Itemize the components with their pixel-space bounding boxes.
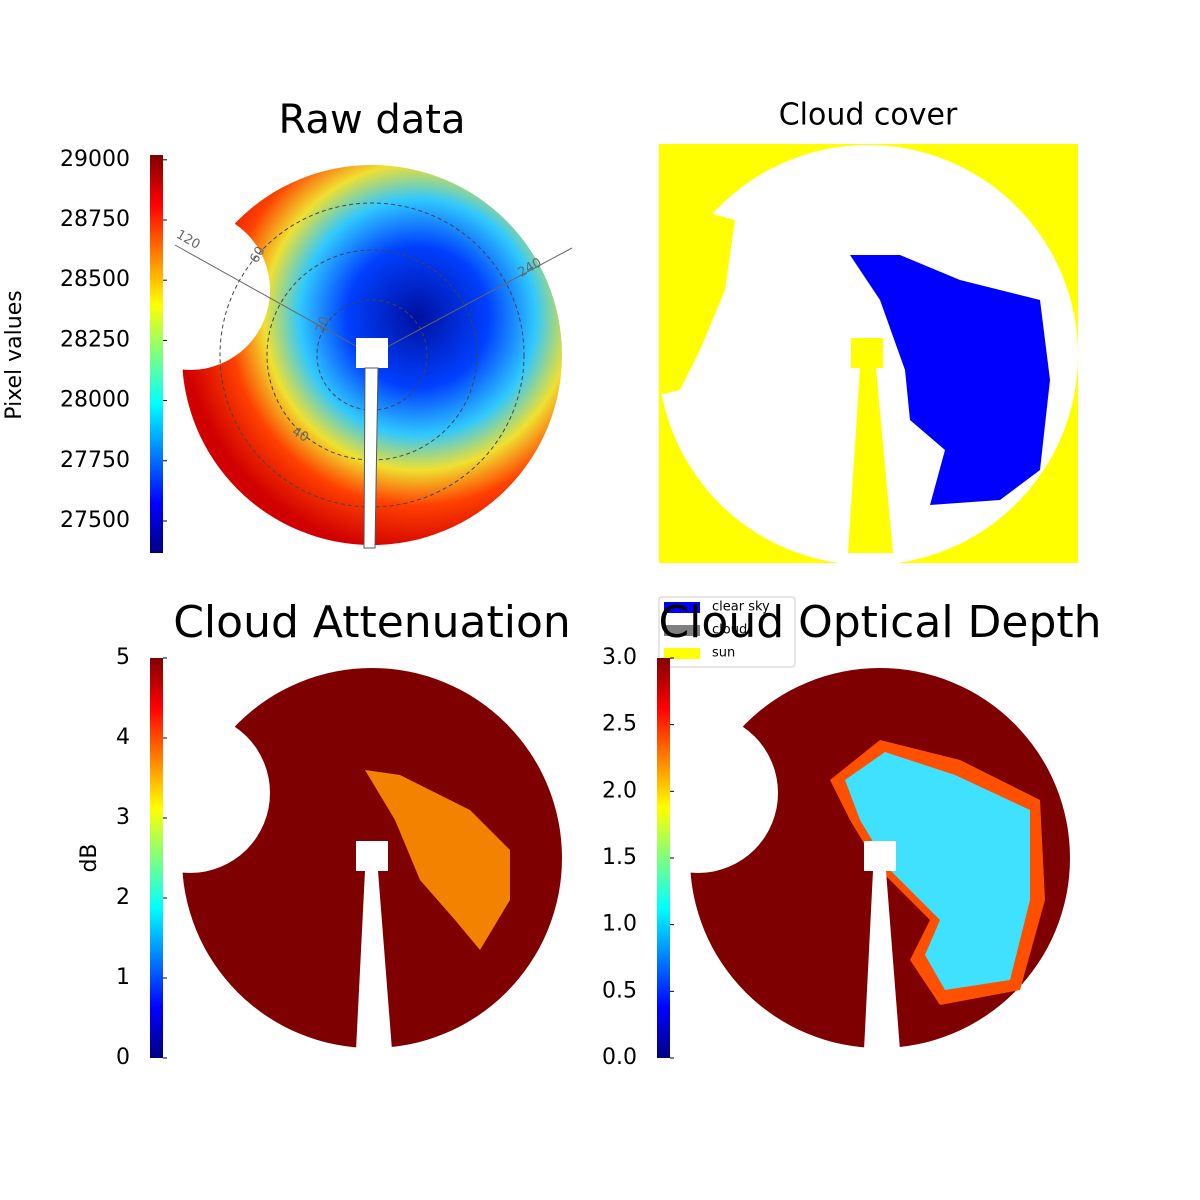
- colorbar-tick-label: 3.0: [602, 645, 637, 670]
- colorbar: [150, 155, 163, 553]
- colorbar-tick-label: 0.5: [602, 978, 637, 1003]
- colorbar-tick-label: 0: [116, 1045, 130, 1070]
- colorbar-tick-label: 1.5: [602, 845, 637, 870]
- colorbar-tick-label: 0.0: [602, 1045, 637, 1070]
- colorbar-tick-label: 27750: [60, 448, 130, 473]
- raw-image: [110, 165, 573, 549]
- panel-title: Raw data: [279, 97, 466, 143]
- colorbar: [150, 658, 163, 1058]
- legend-label: sun: [712, 646, 735, 661]
- colorbar-tick-label: 5: [116, 645, 130, 670]
- legend-swatch: [664, 648, 700, 659]
- colorbar-tick-label: 28750: [60, 207, 130, 232]
- colorbar-tick-label: 2.0: [602, 778, 637, 803]
- polar-label: 20: [313, 315, 333, 336]
- colorbar-tick-label: 28500: [60, 267, 130, 292]
- colorbar-tick-label: 3: [116, 805, 130, 830]
- colorbar-tick-label: 29000: [60, 147, 130, 172]
- legend-label: cloud: [712, 623, 747, 638]
- optical-depth-image: [618, 668, 1070, 1050]
- colorbar-tick-label: 1.0: [602, 912, 637, 937]
- polar-label: 40: [289, 424, 311, 445]
- panel-title: Cloud Attenuation: [173, 597, 571, 648]
- colorbar: [657, 658, 670, 1058]
- colorbar-tick-label: 1: [116, 965, 130, 990]
- colorbar-tick-label: 28250: [60, 327, 130, 352]
- colorbar-tick-label: 27500: [60, 508, 130, 533]
- polar-label: 60: [247, 244, 268, 266]
- legend-swatch: [664, 625, 700, 636]
- legend-swatch: [664, 602, 700, 613]
- colorbar-label: Pixel values: [2, 290, 27, 419]
- colorbar-tick-label: 4: [116, 725, 130, 750]
- legend-label: clear sky: [712, 600, 770, 615]
- colorbar-tick-label: 28000: [60, 388, 130, 413]
- panel-title: Cloud cover: [779, 98, 958, 133]
- colorbar-tick-label: 2.5: [602, 712, 637, 737]
- colorbar-label: dB: [77, 843, 102, 872]
- panel-title: Cloud Optical Depth: [658, 597, 1101, 648]
- cloud-cover-image: [658, 144, 1078, 565]
- colorbar-tick-label: 2: [116, 885, 130, 910]
- attenuation-image: [110, 668, 562, 1050]
